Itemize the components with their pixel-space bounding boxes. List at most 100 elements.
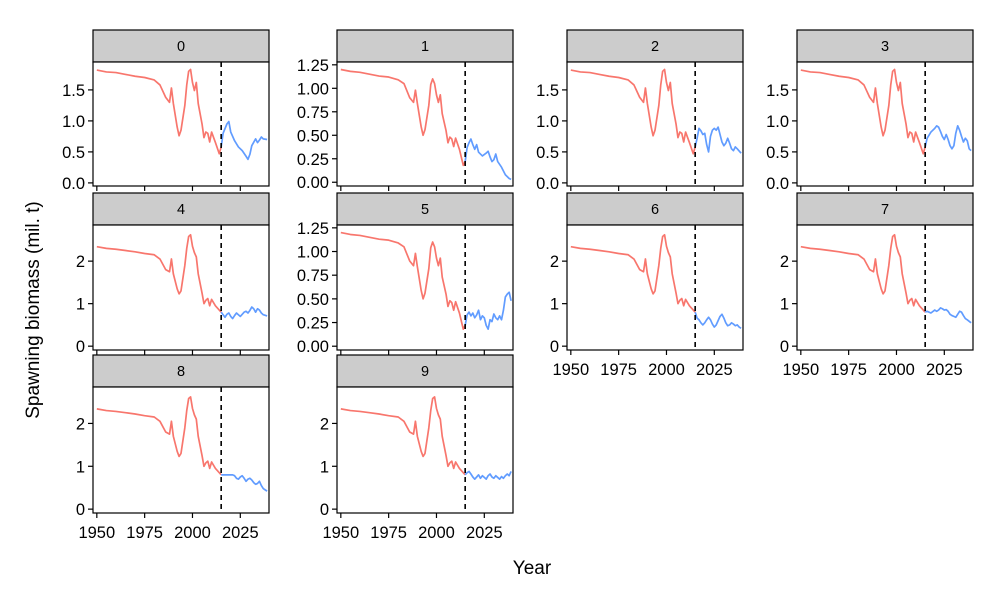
historical-line [570,68,696,155]
projection-line [221,474,268,492]
facet-strip-label: 0 [177,39,185,55]
y-tick-label: 2 [76,253,85,271]
projection-line [464,470,512,480]
x-tick-label: 1975 [830,361,867,379]
historical-line [800,68,926,155]
facet-panel-7: 7 0 1 2 1950 1975 2000 2025 [780,192,974,379]
facet-strip [566,192,744,226]
x-tick-label: 2025 [222,524,259,542]
facet-strip [336,354,514,388]
projection-line [694,126,742,154]
x-tick-label: 2025 [926,361,963,379]
y-tick-label: 1.00 [297,244,329,262]
facet-panel-5: 5 0.00 0.25 0.50 0.75 1.00 1.25 [297,192,514,356]
y-tick-label: 1.5 [766,82,789,100]
y-axis-title: Spawning biomass (mil. t) [23,201,44,419]
x-tick-label: 2025 [466,524,503,542]
facet-strip-label: 6 [651,202,659,218]
y-tick-label: 1.25 [297,57,329,75]
projection-line [464,291,512,331]
y-tick-label: 0.75 [297,267,329,285]
facet-panel-2: 2 0.0 0.5 1.0 1.5 [536,29,744,193]
historical-line [96,68,222,155]
x-tick-label: 1975 [370,524,407,542]
facet-strip-label: 4 [177,202,185,218]
projection-line [694,311,742,330]
facet-strip [566,29,744,63]
y-tick-label: 1 [76,296,85,314]
y-tick-label: 1.25 [297,220,329,238]
x-tick-label: 1950 [322,524,359,542]
x-tick-label: 1950 [552,361,589,379]
y-tick-label: 1 [76,458,85,476]
facet-panel-0: 0 0.0 0.5 1.0 1.5 [62,29,270,193]
facet-panels: 00.00.51.01.510.000.250.500.751.001.2520… [62,29,974,542]
facet-panel-1: 1 0.00 0.25 0.50 0.75 1.00 1.25 [297,29,514,192]
facet-strip-label: 8 [177,364,185,380]
x-tick-label: 1950 [78,524,115,542]
y-tick-label: 0 [320,501,329,519]
y-tick-label: 0.25 [297,315,329,333]
y-tick-label: 0.0 [766,175,789,193]
facet-strip-label: 3 [881,39,889,55]
facet-strip-label: 1 [421,39,429,55]
facet-strip-label: 5 [421,202,429,218]
facet-strip [92,29,270,63]
facet-strip [92,192,270,226]
y-tick-label: 0 [550,338,559,356]
historical-line [800,233,926,313]
y-tick-label: 1.5 [536,82,559,100]
y-tick-label: 2 [76,415,85,433]
facet-strip [796,29,974,63]
y-tick-label: 1.0 [536,113,559,131]
facet-strip [336,29,514,63]
y-tick-label: 1 [320,458,329,476]
x-tick-label: 2000 [648,361,685,379]
historical-line [340,396,466,476]
y-tick-label: 0.50 [297,291,329,309]
panel-border [566,61,744,187]
facet-strip-label: 7 [881,202,889,218]
x-tick-label: 2000 [878,361,915,379]
x-tick-label: 1975 [600,361,637,379]
facet-strip-label: 9 [421,364,429,380]
x-tick-label: 2000 [174,524,211,542]
projection-line [924,307,972,324]
y-tick-label: 0.0 [536,175,559,193]
x-tick-label: 2000 [418,524,455,542]
facet-panel-4: 4 0 1 2 [76,192,270,356]
y-tick-label: 0 [76,338,85,356]
historical-line [570,233,696,313]
x-tick-label: 1950 [782,361,819,379]
facet-panel-9: 9 0 1 2 1950 1975 2000 2025 [320,354,514,542]
y-tick-label: 0.0 [62,175,85,193]
facet-strip [92,354,270,388]
y-tick-label: 0.00 [297,338,329,356]
y-tick-label: 1.00 [297,80,329,98]
facet-strip [796,192,974,226]
y-tick-label: 1 [780,296,789,314]
y-tick-label: 0.50 [297,127,329,145]
y-tick-label: 0.5 [766,144,789,162]
facet-panel-3: 3 0.0 0.5 1.0 1.5 [766,29,974,193]
historical-line [340,68,466,167]
y-tick-label: 0.5 [536,144,559,162]
y-tick-label: 2 [550,253,559,271]
x-tick-label: 1975 [126,524,163,542]
y-tick-label: 0 [780,338,789,356]
panel-border [336,224,514,351]
panel-border [796,61,974,187]
y-tick-label: 0 [76,501,85,519]
facet-strip-label: 2 [651,39,659,55]
projection-line [220,306,268,320]
historical-line [96,233,222,313]
y-tick-label: 0.5 [62,144,85,162]
y-tick-label: 1 [550,296,559,314]
y-tick-label: 0.00 [297,174,329,192]
panel-border [92,61,270,187]
facet-panel-8: 8 0 1 2 1950 1975 2000 2025 [76,354,270,542]
projection-line [220,120,268,161]
x-tick-label: 2025 [696,361,733,379]
panel-border [336,61,514,187]
